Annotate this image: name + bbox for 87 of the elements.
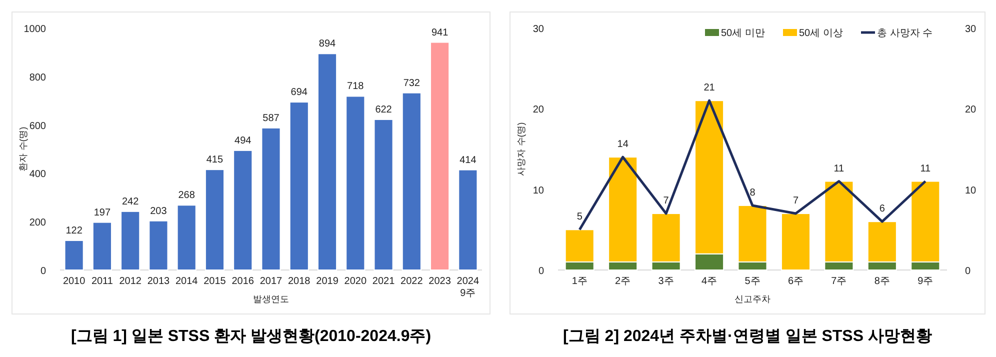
- bar: [458, 169, 478, 270]
- data-label: 21: [704, 82, 716, 94]
- data-label: 242: [122, 196, 140, 208]
- bar: [261, 127, 281, 270]
- data-label: 122: [66, 225, 83, 236]
- data-label: 268: [178, 190, 196, 202]
- bar: [64, 240, 84, 270]
- data-label: 7: [792, 196, 799, 207]
- legend-label: 총 사망자 수: [877, 28, 933, 39]
- y-axis-title: 사망자 수(명): [516, 122, 526, 176]
- data-label: 494: [234, 135, 252, 146]
- data-label: 8: [750, 187, 756, 198]
- bar: [374, 118, 394, 270]
- data-label: 14: [617, 139, 629, 150]
- x-tick-label: 2022: [400, 276, 424, 287]
- y-tick-label: 200: [29, 218, 46, 229]
- x-tick-label: 2021: [372, 276, 396, 287]
- x-tick-label: 2012: [119, 276, 142, 287]
- y-tick-label: 800: [29, 72, 46, 84]
- data-label: 718: [347, 81, 364, 92]
- x-tick-label: 2019: [316, 276, 339, 287]
- bar: [92, 222, 112, 270]
- x-tick-label: 5주: [744, 276, 760, 287]
- x-tick-label: 9주: [918, 276, 934, 287]
- x-tick-label: 1주: [572, 276, 588, 287]
- bar: [317, 53, 338, 270]
- y-tick-label: 10: [532, 185, 544, 196]
- bar: [430, 42, 450, 270]
- x-tick-label: 2020: [344, 276, 367, 287]
- x-tick-label: 2017: [260, 276, 283, 287]
- legend-label: 50세 이상: [799, 28, 843, 39]
- x-tick-label: 2010: [62, 276, 86, 287]
- data-label: 6: [879, 204, 886, 215]
- y2-tick-label: 0: [965, 266, 971, 277]
- data-label: 587: [262, 112, 280, 124]
- x-axis-title: 신고주차: [734, 294, 770, 304]
- x-tick-label: 7주: [831, 276, 847, 287]
- y-tick-label: 0: [538, 266, 544, 277]
- x-tick-label: 2014: [175, 276, 198, 287]
- legend-label: 50세 미만: [721, 28, 765, 39]
- bar: [120, 210, 140, 270]
- x-axis-title: 발생연도: [253, 294, 289, 304]
- bar: [233, 150, 253, 270]
- data-label: 415: [206, 154, 224, 166]
- text: [그림 2] 2024년 주차별·연령별 일본 STSS 사망현황: [563, 328, 932, 345]
- x-tick-label: 2011: [91, 276, 114, 287]
- y2-tick-label: 20: [965, 104, 977, 116]
- bar: [289, 102, 309, 270]
- data-label: 622: [375, 104, 392, 116]
- y-axis-title: 환자 수(명): [18, 126, 28, 172]
- x-tick-label: 2016: [232, 276, 254, 287]
- x-tick-label: 2023: [428, 276, 452, 287]
- y-tick-label: 600: [29, 120, 46, 132]
- y-tick-label: 30: [532, 24, 544, 35]
- bar: [148, 220, 168, 270]
- bar: [402, 92, 422, 270]
- bar: [780, 213, 810, 270]
- y-tick-label: 1000: [24, 24, 46, 35]
- data-label: 7: [663, 196, 670, 207]
- x-tick-label: 2018: [288, 276, 311, 287]
- data-label: 11: [920, 163, 932, 174]
- data-label: 197: [94, 207, 111, 218]
- data-label: 5: [576, 212, 583, 223]
- x-tick-label: 3주: [658, 276, 674, 287]
- data-label: 894: [318, 38, 336, 50]
- x-tick-label: 2024 9주: [456, 276, 480, 299]
- y-tick-label: 20: [532, 104, 544, 116]
- bar: [346, 96, 366, 270]
- y-tick-label: 0: [40, 266, 46, 277]
- bar: [204, 169, 225, 270]
- y2-tick-label: 10: [965, 185, 977, 196]
- data-label: 11: [834, 163, 845, 174]
- x-tick-label: 8주: [874, 276, 890, 287]
- data-label: 414: [460, 154, 477, 166]
- y-tick-label: 400: [29, 169, 46, 180]
- x-tick-label: 2013: [147, 276, 170, 287]
- x-tick-label: 4주: [701, 276, 718, 287]
- x-tick-label: 2015: [204, 276, 226, 287]
- data-label: 694: [290, 87, 308, 98]
- bar: [176, 204, 196, 270]
- data-label: 732: [403, 78, 420, 89]
- data-label: 941: [431, 27, 449, 38]
- data-label: 203: [150, 206, 168, 217]
- x-tick-label: 2주: [615, 276, 631, 287]
- y2-tick-label: 30: [965, 24, 977, 35]
- x-tick-label: 6주: [788, 276, 804, 287]
- text: [그림 1] 일본 STSS 환자 발생현황(2010-2024.9주): [70, 328, 432, 345]
